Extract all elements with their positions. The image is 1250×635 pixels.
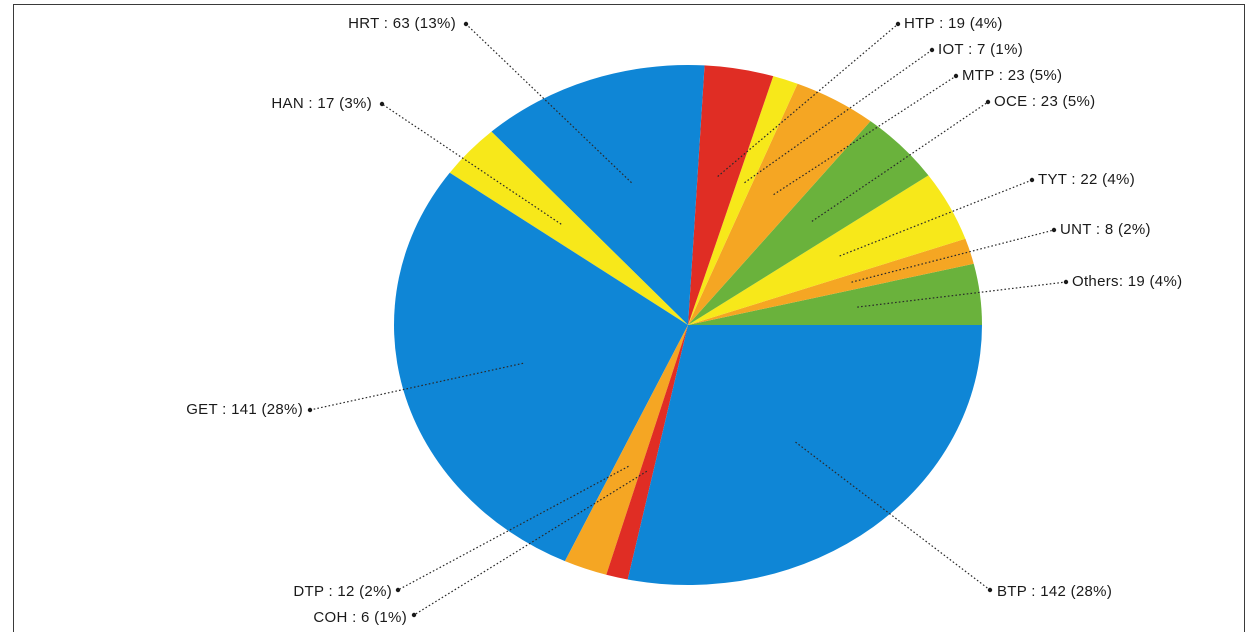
slice-label-tyt: TYT : 22 (4%)	[1038, 171, 1135, 188]
leader-arrowhead-mtp	[953, 73, 959, 79]
leader-line-unt	[851, 229, 1055, 283]
slice-label-han: HAN : 17 (3%)	[271, 95, 372, 112]
leader-arrowhead-iot	[929, 47, 935, 53]
pie-slice-htp	[688, 65, 774, 325]
leader-line-han	[381, 103, 562, 225]
slice-label-btp: BTP : 142 (28%)	[997, 583, 1112, 600]
pie-slice-others	[688, 263, 982, 325]
slice-label-hrt: HRT : 63 (13%)	[348, 15, 456, 32]
leader-arrowhead-get	[307, 407, 313, 413]
slice-label-oce: OCE : 23 (5%)	[994, 93, 1095, 110]
leader-arrowhead-dtp	[395, 587, 401, 593]
leader-arrowhead-tyt	[1029, 177, 1035, 183]
slice-label-get: GET : 141 (28%)	[186, 401, 303, 418]
pie-slice-dtp	[564, 325, 688, 575]
slice-label-dtp: DTP : 12 (2%)	[293, 583, 392, 600]
leader-line-others	[857, 281, 1067, 308]
pie-slice-coh	[606, 325, 688, 580]
pie-slice-unt	[688, 238, 974, 325]
pie-slice-mtp	[688, 83, 871, 325]
slice-label-unt: UNT : 8 (2%)	[1060, 221, 1151, 238]
leader-arrowhead-oce	[985, 99, 991, 105]
leader-line-iot	[744, 49, 933, 184]
leader-line-tyt	[839, 179, 1033, 257]
pie-slice-oce	[688, 121, 929, 326]
leader-arrowhead-others	[1063, 279, 1069, 285]
pie-slice-btp	[627, 325, 982, 586]
pie-slice-han	[449, 131, 688, 325]
pie-slice-iot	[688, 76, 798, 325]
leader-arrowhead-han	[379, 101, 385, 107]
leader-arrowhead-hrt	[463, 21, 469, 27]
slice-label-iot: IOT : 7 (1%)	[938, 41, 1023, 58]
leader-line-dtp	[397, 465, 629, 591]
slice-label-others: Others: 19 (4%)	[1072, 273, 1182, 290]
leader-line-htp	[717, 23, 899, 177]
slice-label-htp: HTP : 19 (4%)	[904, 15, 1003, 32]
leader-arrowhead-unt	[1051, 227, 1057, 233]
slice-label-coh: COH : 6 (1%)	[313, 609, 407, 626]
pie-slice-hrt	[491, 64, 705, 326]
leader-arrowhead-htp	[895, 21, 901, 27]
leader-line-hrt	[465, 23, 632, 184]
slice-label-mtp: MTP : 23 (5%)	[962, 67, 1062, 84]
leader-line-btp	[795, 441, 991, 591]
leader-arrowhead-btp	[987, 587, 993, 593]
pie-slice-get	[394, 172, 688, 562]
leader-arrowhead-coh	[411, 612, 417, 618]
pie-slice-tyt	[688, 175, 966, 325]
leader-line-oce	[811, 101, 989, 222]
